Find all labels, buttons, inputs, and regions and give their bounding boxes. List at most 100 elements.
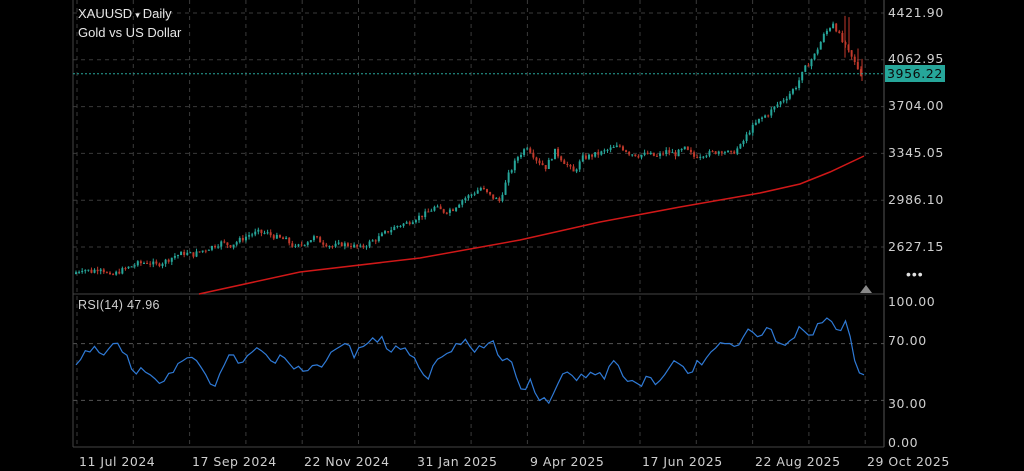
candle-body (189, 252, 192, 254)
rsi-axis-label: 70.00 (888, 333, 927, 348)
candle-body (832, 23, 835, 29)
candle-body (578, 161, 581, 170)
candle-body (452, 209, 455, 211)
candle-body (699, 156, 702, 158)
candle-body (538, 160, 541, 164)
candle-body (723, 152, 726, 154)
candle-body (757, 118, 760, 123)
candle-body (158, 263, 161, 267)
candle-body (791, 89, 794, 94)
candle-body (569, 165, 572, 167)
candle-body (365, 246, 368, 248)
candle-body (99, 269, 102, 272)
candle-body (677, 149, 680, 157)
candle-body (584, 155, 587, 159)
candle-body (788, 93, 791, 99)
candle-body (659, 153, 662, 156)
scroll-marker-icon (860, 285, 872, 293)
candle-body (825, 30, 828, 35)
candle-body (146, 262, 149, 264)
candle-body (476, 190, 479, 194)
candle-body (696, 156, 699, 158)
candle-body (402, 223, 405, 226)
rsi-line (75, 317, 865, 405)
candle-body (303, 244, 306, 246)
candle-body (180, 251, 183, 256)
candle-body (739, 144, 742, 149)
candle-body (634, 154, 637, 157)
candle-body (430, 210, 433, 212)
candle-body (643, 152, 646, 155)
candle-body (164, 259, 167, 264)
candle-body (708, 151, 711, 156)
candle-body (269, 232, 272, 236)
candle-body (173, 255, 176, 258)
candle-body (201, 250, 204, 252)
candle-body (838, 31, 841, 34)
symbol-name[interactable]: XAUUSD (78, 6, 133, 21)
candle-body (346, 243, 349, 247)
interval-label[interactable]: Daily (142, 6, 172, 21)
symbol-header: XAUUSD ▾ Daily Gold vs US Dollar (78, 5, 181, 41)
candle-body (377, 236, 380, 242)
candle-body (853, 56, 856, 63)
candle-body (102, 269, 105, 273)
candle-body (309, 240, 312, 243)
candle-body (736, 148, 739, 154)
candle-body (75, 272, 77, 275)
candle-body (127, 266, 130, 269)
price-axis-label: 3704.00 (888, 98, 944, 113)
candle-body (118, 271, 121, 274)
candle-body (427, 211, 430, 213)
candle-body (331, 246, 334, 248)
candle-body (241, 237, 244, 241)
candle-body (773, 106, 776, 110)
chevron-down-icon[interactable]: ▾ (135, 10, 140, 20)
candle-body (210, 245, 213, 250)
candle-body (396, 225, 399, 227)
candle-body (770, 109, 773, 116)
candle-body (316, 236, 319, 238)
candle-body (662, 153, 665, 155)
candle-body (819, 41, 822, 50)
candle-body (798, 80, 801, 88)
candle-body (516, 157, 519, 161)
candle-body (720, 151, 723, 153)
candle-body (226, 242, 229, 246)
candle-body (464, 198, 467, 201)
candle-body (829, 28, 832, 31)
more-options-icon[interactable]: ••• (906, 266, 924, 282)
symbol-description: Gold vs US Dollar (78, 25, 182, 40)
candle-body (87, 269, 90, 271)
candle-body (850, 50, 853, 57)
candle-body (801, 71, 804, 81)
candle-body (655, 155, 658, 157)
candle-body (90, 269, 93, 273)
candle-body (139, 261, 142, 264)
price-axis-label: 4062.95 (888, 51, 944, 66)
candle-body (467, 195, 470, 199)
price-axis-label: 2986.10 (888, 192, 944, 207)
candle-body (594, 152, 597, 157)
candle-body (646, 152, 649, 155)
moving-average-line (198, 155, 865, 295)
candle-body (418, 215, 421, 221)
time-axis-label: 22 Nov 2024 (304, 454, 390, 469)
candle-body (470, 194, 473, 196)
candle-body (575, 169, 578, 172)
candle-body (84, 270, 87, 272)
candle-body (133, 265, 136, 267)
candle-body (498, 198, 501, 202)
candle-body (581, 155, 584, 162)
candle-body (566, 164, 569, 166)
candle-body (813, 53, 816, 60)
candle-body (278, 234, 281, 238)
candle-body (689, 149, 692, 153)
candle-body (214, 245, 217, 248)
candle-body (859, 69, 862, 76)
candle-body (297, 244, 300, 246)
candle-body (519, 154, 522, 158)
candle-body (167, 259, 170, 262)
candle-body (557, 148, 560, 157)
